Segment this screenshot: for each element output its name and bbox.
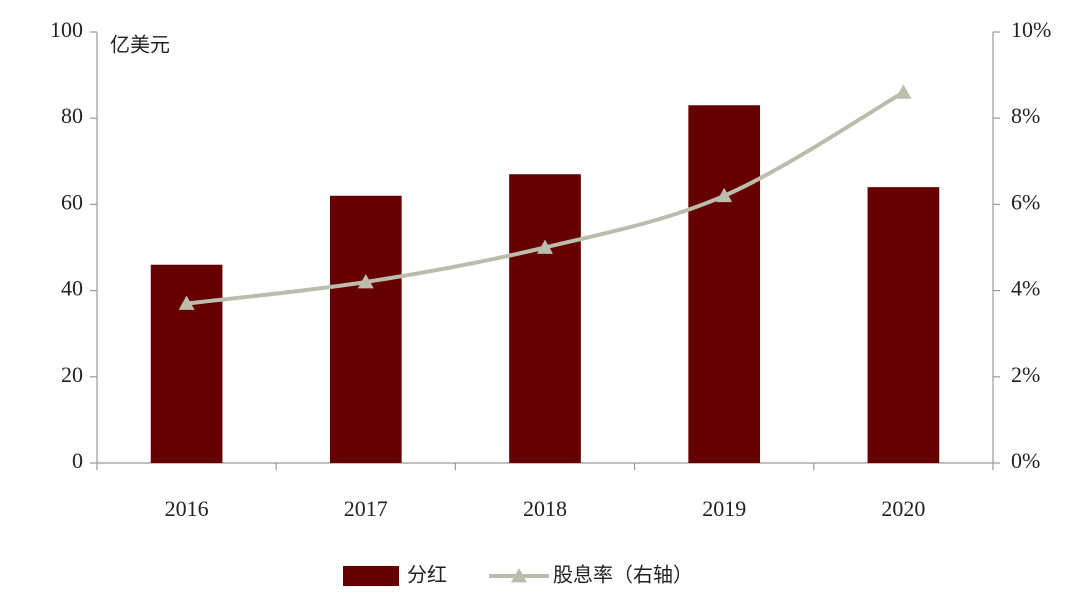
x-tick-label: 2018 [523, 496, 567, 521]
y-tick-label: 0 [72, 448, 83, 473]
y-tick-label: 20 [61, 362, 83, 387]
line-marker [895, 84, 912, 99]
y-tick-label: 100 [50, 17, 83, 42]
bar [329, 195, 402, 463]
y2-tick-label: 10% [1011, 17, 1051, 42]
legend-swatch [343, 566, 399, 586]
line-marker [178, 295, 195, 310]
bar [150, 264, 223, 463]
y-tick-label: 60 [61, 189, 83, 214]
y2-tick-label: 4% [1011, 276, 1040, 301]
x-tick-label: 2019 [702, 496, 746, 521]
y-tick-label: 80 [61, 103, 83, 128]
y-tick-label: 40 [61, 276, 83, 301]
legend-label: 分红 [407, 563, 447, 587]
y2-tick-label: 6% [1011, 189, 1040, 214]
unit-label: 亿美元 [110, 33, 170, 57]
line-marker [357, 273, 374, 289]
y2-tick-label: 0% [1011, 448, 1040, 473]
x-tick-label: 2016 [165, 496, 209, 521]
line-marker [716, 187, 733, 203]
bar [688, 105, 761, 464]
bar [509, 174, 581, 464]
x-tick-label: 2020 [881, 496, 925, 521]
y2-tick-label: 8% [1011, 103, 1040, 128]
y2-tick-label: 2% [1011, 362, 1040, 387]
legend-marker [511, 568, 527, 583]
bar [867, 187, 940, 463]
legend-label: 股息率（右轴） [553, 563, 693, 587]
line-marker [537, 239, 553, 254]
x-tick-label: 2017 [344, 496, 388, 521]
